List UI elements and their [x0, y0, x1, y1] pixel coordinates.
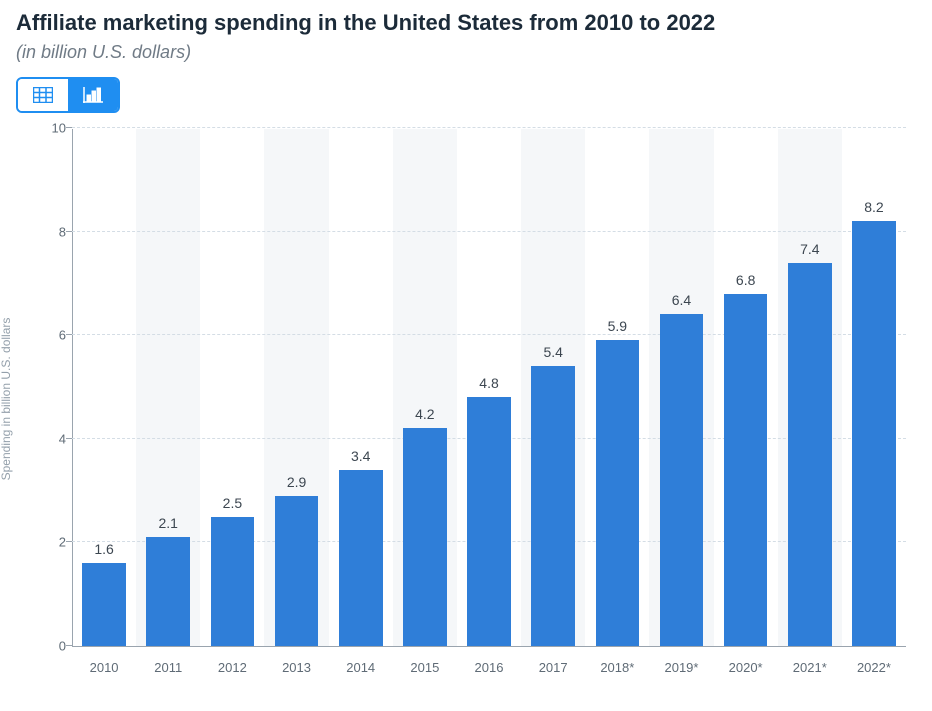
y-tick-label: 4 — [44, 431, 66, 446]
x-tick-label: 2022* — [842, 660, 906, 675]
bar: 6.4 — [660, 314, 704, 646]
y-tick-mark — [66, 541, 72, 542]
bar-value-label: 6.8 — [736, 272, 755, 288]
plot-area: 1.62.12.52.93.44.24.85.45.96.46.87.48.2 … — [72, 129, 906, 647]
bar-band: 7.4 — [778, 129, 842, 646]
x-tick-label: 2021* — [778, 660, 842, 675]
x-tick-label: 2018* — [585, 660, 649, 675]
x-tick-label: 2015 — [393, 660, 457, 675]
bar: 2.1 — [146, 537, 190, 646]
bar-value-label: 2.1 — [159, 515, 178, 531]
bar: 4.2 — [403, 428, 447, 646]
view-toggle — [16, 77, 120, 113]
bar: 1.6 — [82, 563, 126, 646]
x-tick-label: 2016 — [457, 660, 521, 675]
bar-value-label: 6.4 — [672, 292, 691, 308]
bar-band: 6.4 — [649, 129, 713, 646]
bar-chart-icon — [83, 87, 103, 103]
y-tick-label: 8 — [44, 224, 66, 239]
x-tick-label: 2020* — [714, 660, 778, 675]
bar: 2.9 — [275, 496, 319, 646]
y-tick-label: 6 — [44, 328, 66, 343]
x-tick-label: 2019* — [649, 660, 713, 675]
bar-value-label: 2.9 — [287, 474, 306, 490]
grid-line — [72, 127, 906, 128]
bar: 6.8 — [724, 294, 768, 646]
bar-band: 5.9 — [585, 129, 649, 646]
bar: 8.2 — [852, 221, 896, 646]
chart-view-button[interactable] — [68, 79, 118, 111]
bar-value-label: 5.4 — [543, 344, 562, 360]
bar-band: 1.6 — [72, 129, 136, 646]
table-view-button[interactable] — [18, 79, 68, 111]
x-tick-label: 2017 — [521, 660, 585, 675]
x-tick-label: 2010 — [72, 660, 136, 675]
bar-value-label: 5.9 — [608, 318, 627, 334]
bars-group: 1.6 2.1 2.5 2.9 3.4 4.2 4.8 5.4 5.9 6.4 6.8 7.4 8.2 — [72, 129, 906, 646]
y-tick-label: 0 — [44, 639, 66, 654]
chart-container: Spending in billion U.S. dollars 1.62.12… — [16, 119, 916, 679]
grid-line — [72, 334, 906, 335]
y-tick-mark — [66, 127, 72, 128]
bar-value-label: 8.2 — [864, 199, 883, 215]
bar-band: 5.4 — [521, 129, 585, 646]
x-tick-label: 2011 — [136, 660, 200, 675]
chart-title: Affiliate marketing spending in the Unit… — [16, 10, 916, 36]
bar: 4.8 — [467, 397, 511, 646]
y-axis-title: Spending in billion U.S. dollars — [0, 318, 13, 481]
grid-line — [72, 231, 906, 232]
y-tick-mark — [66, 645, 72, 646]
y-tick-mark — [66, 231, 72, 232]
bar: 3.4 — [339, 470, 383, 646]
bar: 5.4 — [531, 366, 575, 646]
bar: 5.9 — [596, 340, 640, 646]
x-tick-label: 2013 — [264, 660, 328, 675]
bar-band: 2.1 — [136, 129, 200, 646]
bar: 2.5 — [211, 517, 255, 647]
x-tick-label: 2014 — [329, 660, 393, 675]
y-tick-mark — [66, 334, 72, 335]
bar-band: 3.4 — [329, 129, 393, 646]
bar: 7.4 — [788, 263, 832, 646]
table-icon — [33, 87, 53, 103]
bar-value-label: 4.8 — [479, 375, 498, 391]
bar-value-label: 7.4 — [800, 241, 819, 257]
x-tick-label: 2012 — [200, 660, 264, 675]
bar-value-label: 4.2 — [415, 406, 434, 422]
bar-band: 4.2 — [393, 129, 457, 646]
bar-value-label: 2.5 — [223, 495, 242, 511]
bar-value-label: 1.6 — [94, 541, 113, 557]
y-tick-mark — [66, 438, 72, 439]
y-tick-label: 2 — [44, 535, 66, 550]
y-tick-label: 10 — [44, 121, 66, 136]
x-axis-labels: 201020112012201320142015201620172018*201… — [72, 660, 906, 675]
bar-band: 2.5 — [200, 129, 264, 646]
bar-band: 8.2 — [842, 129, 906, 646]
bar-band: 6.8 — [714, 129, 778, 646]
bar-band: 4.8 — [457, 129, 521, 646]
chart-subtitle: (in billion U.S. dollars) — [16, 42, 916, 63]
bar-value-label: 3.4 — [351, 448, 370, 464]
bar-band: 2.9 — [264, 129, 328, 646]
